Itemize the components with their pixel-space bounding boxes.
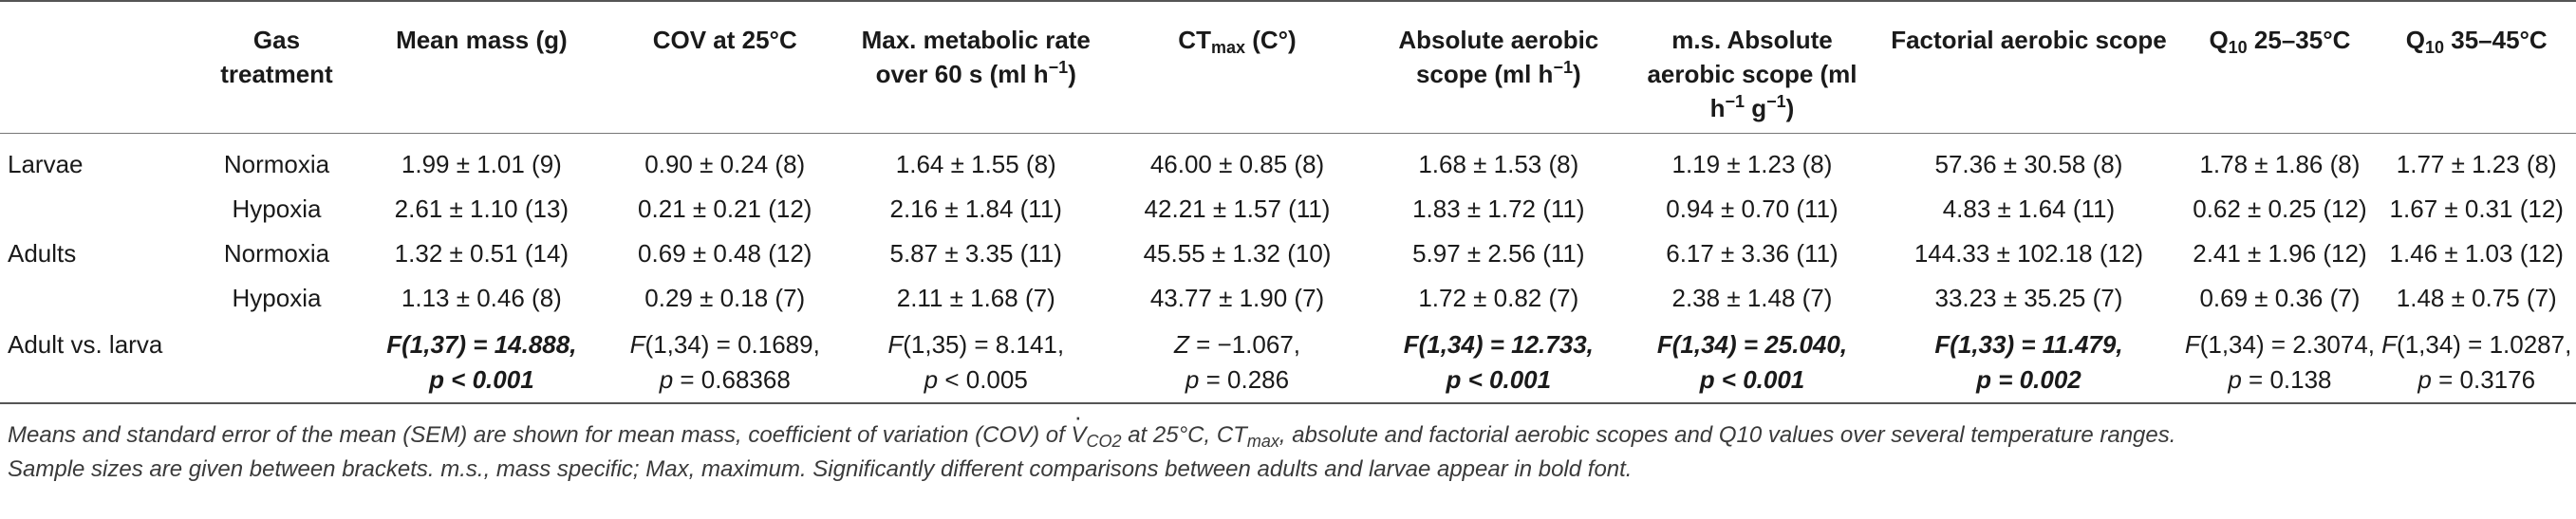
- header-group: [0, 2, 195, 133]
- cell-factorial-aerobic-scope: 57.36 ± 30.58 (8): [1934, 150, 2123, 178]
- table-footnote: Means and standard error of the mean (SE…: [8, 399, 2570, 487]
- stat-q10-35-45: F(1,34) = 1.0287, p = 0.3176: [2381, 330, 2572, 394]
- header-q10-35-45: Q10 35–45°C: [2405, 26, 2548, 57]
- cell-cov: 0.21 ± 0.21 (12): [638, 195, 812, 223]
- header-gas-treatment: Gas treatment: [220, 26, 333, 88]
- cell-ms-absolute-aerobic-scope: 1.19 ± 1.23 (8): [1671, 150, 1833, 178]
- stat-factorial-aerobic-scope: F(1,33) = 11.479, p = 0.002: [1934, 330, 2123, 394]
- cell-ctmax: 42.21 ± 1.57 (11): [1144, 195, 1331, 223]
- cell-q10-35-45: 1.48 ± 0.75 (7): [2396, 284, 2557, 312]
- table-row: Adults Normoxia 1.32 ± 0.51 (14) 0.69 ± …: [0, 232, 2576, 276]
- header-mean-mass: Mean mass (g): [396, 26, 568, 54]
- cell-absolute-aerobic-scope: 1.68 ± 1.53 (8): [1418, 150, 1579, 178]
- header-max-metabolic-rate: Max. metabolic rate over 60 s (ml h−1): [861, 26, 1091, 88]
- results-table: Gas treatment Mean mass (g) COV at 25°C …: [0, 2, 2576, 398]
- table-row: Larvae Normoxia 1.99 ± 1.01 (9) 0.90 ± 0…: [0, 133, 2576, 187]
- cell-absolute-aerobic-scope: 1.83 ± 1.72 (11): [1412, 195, 1585, 223]
- vco2-symbol: V: [1072, 399, 1087, 453]
- stat-absolute-aerobic-scope: F(1,34) = 12.733, p < 0.001: [1403, 330, 1594, 394]
- cell-q10-25-35: 0.62 ± 0.25 (12): [2193, 195, 2367, 223]
- header-factorial-aerobic-scope: Factorial aerobic scope: [1891, 26, 2167, 54]
- cell-absolute-aerobic-scope: 5.97 ± 2.56 (11): [1412, 239, 1585, 268]
- cell-mean-mass: 1.32 ± 0.51 (14): [394, 239, 569, 268]
- header-ctmax: CTmax (C°): [1178, 26, 1297, 57]
- table-top-rule: [0, 0, 2576, 2]
- row-group-label: [0, 276, 195, 321]
- cell-gas-treatment: Hypoxia: [232, 284, 322, 312]
- header-absolute-aerobic-scope: Absolute aerobic scope (ml h−1): [1398, 26, 1599, 88]
- cell-gas-treatment: [195, 321, 359, 398]
- cell-ms-absolute-aerobic-scope: 2.38 ± 1.48 (7): [1671, 284, 1833, 312]
- cell-mean-mass: 2.61 ± 1.10 (13): [394, 195, 569, 223]
- cell-q10-35-45: 1.67 ± 0.31 (12): [2389, 195, 2564, 223]
- cell-max-metabolic-rate: 5.87 ± 3.35 (11): [889, 239, 1062, 268]
- comparison-row: Adult vs. larva F(1,37) = 14.888, p < 0.0…: [0, 321, 2576, 398]
- cell-q10-35-45: 1.77 ± 1.23 (8): [2396, 150, 2557, 178]
- cell-max-metabolic-rate: 1.64 ± 1.55 (8): [895, 150, 1056, 178]
- stat-mean-mass: F(1,37) = 14.888, p < 0.001: [386, 330, 577, 394]
- header-cov: COV at 25°C: [652, 26, 797, 54]
- cell-absolute-aerobic-scope: 1.72 ± 0.82 (7): [1418, 284, 1579, 312]
- cell-gas-treatment: Normoxia: [223, 239, 330, 268]
- stat-q10-25-35: F(1,34) = 2.3074, p = 0.138: [2184, 330, 2376, 394]
- cell-max-metabolic-rate: 2.11 ± 1.68 (7): [896, 284, 1055, 312]
- cell-ms-absolute-aerobic-scope: 0.94 ± 0.70 (11): [1666, 195, 1839, 223]
- header-ms-absolute-aerobic-scope: m.s. Absolute aerobic scope (ml h−1 g−1): [1647, 26, 1857, 122]
- row-group-label: Adult vs. larva: [8, 330, 163, 359]
- cell-max-metabolic-rate: 2.16 ± 1.84 (11): [889, 195, 1062, 223]
- header-q10-25-35: Q10 25–35°C: [2209, 26, 2351, 57]
- stat-ctmax: Z = −1.067, p = 0.286: [1174, 330, 1301, 394]
- cell-q10-25-35: 0.69 ± 0.36 (7): [2199, 284, 2361, 312]
- cell-mean-mass: 1.13 ± 0.46 (8): [401, 284, 562, 312]
- cell-gas-treatment: Hypoxia: [232, 195, 322, 223]
- table-row: Hypoxia 2.61 ± 1.10 (13) 0.21 ± 0.21 (12…: [0, 187, 2576, 232]
- cell-gas-treatment: Normoxia: [223, 150, 330, 178]
- cell-cov: 0.69 ± 0.48 (12): [638, 239, 812, 268]
- cell-ms-absolute-aerobic-scope: 6.17 ± 3.36 (11): [1666, 239, 1839, 268]
- stat-ms-absolute-aerobic-scope: F(1,34) = 25.040, p < 0.001: [1656, 330, 1848, 394]
- cell-cov: 0.29 ± 0.18 (7): [644, 284, 806, 312]
- cell-mean-mass: 1.99 ± 1.01 (9): [401, 150, 562, 178]
- cell-factorial-aerobic-scope: 4.83 ± 1.64 (11): [1942, 195, 2116, 223]
- cell-ctmax: 45.55 ± 1.32 (10): [1143, 239, 1332, 268]
- header-row: Gas treatment Mean mass (g) COV at 25°C …: [0, 2, 2576, 133]
- cell-factorial-aerobic-scope: 33.23 ± 35.25 (7): [1934, 284, 2123, 312]
- cell-ctmax: 46.00 ± 0.85 (8): [1149, 150, 1325, 178]
- row-group-label: Larvae: [8, 150, 84, 178]
- table-bottom-rule: [0, 402, 2576, 404]
- cell-q10-25-35: 1.78 ± 1.86 (8): [2199, 150, 2361, 178]
- cell-ctmax: 43.77 ± 1.90 (7): [1149, 284, 1325, 312]
- row-group-label: [0, 187, 195, 232]
- table-header-rule: [0, 133, 2576, 134]
- row-group-label: Adults: [8, 239, 77, 268]
- stat-cov: F(1,34) = 0.1689, p = 0.68368: [629, 330, 820, 394]
- cell-q10-25-35: 2.41 ± 1.96 (12): [2193, 239, 2367, 268]
- table-row: Hypoxia 1.13 ± 0.46 (8) 0.29 ± 0.18 (7) …: [0, 276, 2576, 321]
- cell-cov: 0.90 ± 0.24 (8): [644, 150, 806, 178]
- cell-factorial-aerobic-scope: 144.33 ± 102.18 (12): [1913, 239, 2144, 268]
- stat-max-metabolic-rate: F(1,35) = 8.141, p < 0.005: [887, 330, 1065, 394]
- cell-q10-35-45: 1.46 ± 1.03 (12): [2389, 239, 2564, 268]
